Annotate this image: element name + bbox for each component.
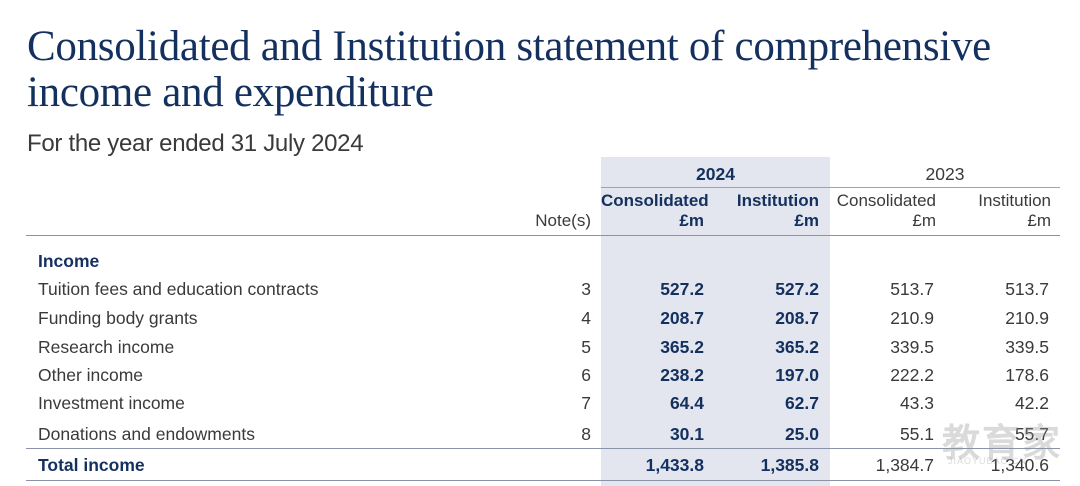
total-consolidated-2023: 1,384.7 xyxy=(875,455,934,475)
total-consolidated-2024: 1,433.8 xyxy=(645,455,704,475)
row-label: Research income xyxy=(38,337,175,357)
row-consolidated-2024: 238.2 xyxy=(660,365,704,385)
row-consolidated-2023: 222.2 xyxy=(890,365,934,385)
row-consolidated-2024: 365.2 xyxy=(660,337,704,357)
row-institution-2024: 208.7 xyxy=(775,308,819,328)
institution-2024-unit: £m xyxy=(794,211,819,230)
total-divider-top xyxy=(26,448,1060,449)
row-consolidated-2023: 339.5 xyxy=(890,337,934,357)
consolidated-2023-header: Consolidated xyxy=(836,191,936,210)
row-institution-2023: 210.9 xyxy=(1005,308,1049,328)
row-institution-2023: 42.2 xyxy=(1014,393,1049,413)
year-2023-header: 2023 xyxy=(925,164,965,184)
total-divider-bottom xyxy=(26,480,1060,481)
row-institution-2023: 513.7 xyxy=(1005,279,1049,299)
row-label: Tuition fees and education contracts xyxy=(38,279,319,299)
row-label: Other income xyxy=(38,365,144,385)
institution-2024-header: Institution xyxy=(736,191,819,210)
row-institution-2024: 62.7 xyxy=(784,393,819,413)
year-2024-underline xyxy=(601,187,830,188)
row-consolidated-2023: 55.1 xyxy=(899,424,934,444)
row-note: 7 xyxy=(581,393,591,413)
row-note: 5 xyxy=(581,337,591,357)
row-consolidated-2023: 43.3 xyxy=(899,393,934,413)
row-note: 6 xyxy=(581,365,591,385)
row-institution-2023: 339.5 xyxy=(1005,337,1049,357)
row-institution-2024: 25.0 xyxy=(784,424,819,444)
row-label: Donations and endowments xyxy=(38,424,255,444)
page-subtitle: For the year ended 31 July 2024 xyxy=(27,130,364,157)
row-consolidated-2023: 210.9 xyxy=(890,308,934,328)
row-consolidated-2024: 208.7 xyxy=(660,308,704,328)
row-label: Funding body grants xyxy=(38,308,198,328)
institution-2023-unit: £m xyxy=(1027,211,1051,230)
row-institution-2024: 365.2 xyxy=(775,337,819,357)
consolidated-2023-unit: £m xyxy=(912,211,936,230)
row-note: 3 xyxy=(581,279,591,299)
row-label: Investment income xyxy=(38,393,185,413)
year-2024-header: 2024 xyxy=(696,164,735,184)
row-consolidated-2024: 30.1 xyxy=(669,424,704,444)
page-title: Consolidated and Institution statement o… xyxy=(27,23,991,116)
row-institution-2024: 527.2 xyxy=(775,279,819,299)
row-consolidated-2024: 64.4 xyxy=(669,393,704,413)
row-consolidated-2024: 527.2 xyxy=(660,279,704,299)
total-institution-2024: 1,385.8 xyxy=(760,455,819,475)
header-divider xyxy=(26,235,1060,236)
row-note: 8 xyxy=(581,424,591,444)
row-note: 4 xyxy=(581,308,591,328)
consolidated-2024-unit: £m xyxy=(679,211,704,230)
row-institution-2023: 178.6 xyxy=(1005,365,1049,385)
row-institution-2023: 55.7 xyxy=(1014,424,1049,444)
notes-column-header: Note(s) xyxy=(535,211,591,230)
current-year-shading xyxy=(601,157,830,486)
total-label: Total income xyxy=(38,455,145,475)
year-2023-underline xyxy=(830,187,1060,188)
consolidated-2024-header: Consolidated xyxy=(601,191,709,210)
section-label-income: Income xyxy=(38,251,100,271)
total-institution-2023: 1,340.6 xyxy=(990,455,1049,475)
row-institution-2024: 197.0 xyxy=(775,365,819,385)
institution-2023-header: Institution xyxy=(978,191,1051,210)
row-consolidated-2023: 513.7 xyxy=(890,279,934,299)
